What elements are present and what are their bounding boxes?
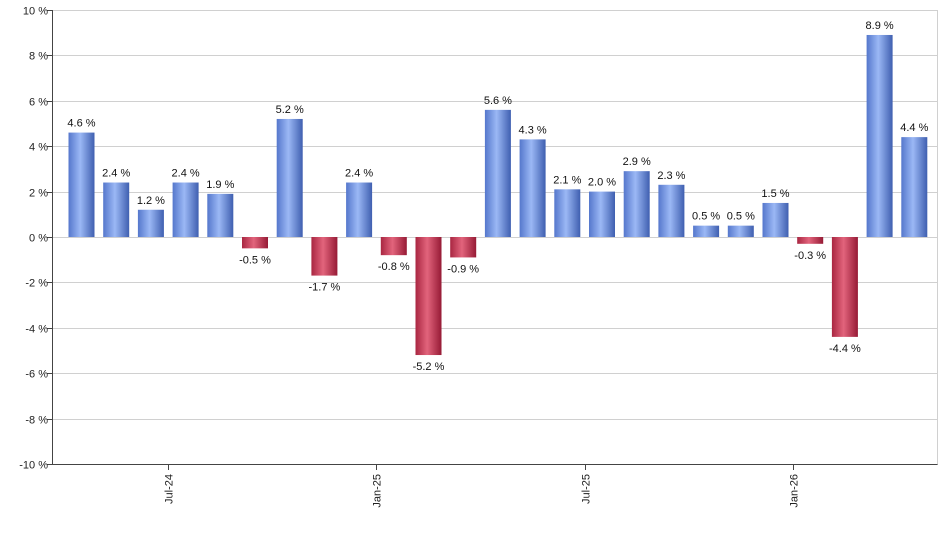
data-label: -4.4 % bbox=[829, 343, 861, 355]
data-label: 8.9 % bbox=[866, 20, 894, 32]
data-label: -0.3 % bbox=[794, 250, 826, 262]
bar bbox=[380, 237, 407, 256]
bar bbox=[519, 139, 546, 237]
data-label: -1.7 % bbox=[309, 282, 341, 294]
bar bbox=[450, 237, 477, 258]
data-label: 2.4 % bbox=[345, 168, 373, 180]
bar bbox=[554, 189, 581, 237]
x-tick-label: Jan-25 bbox=[372, 474, 384, 508]
y-tick-label: -4 % bbox=[25, 324, 48, 336]
bar bbox=[137, 209, 164, 237]
data-label: -0.9 % bbox=[447, 263, 479, 275]
bar bbox=[311, 237, 338, 276]
y-tick-label: -10 % bbox=[19, 460, 48, 472]
y-tick-label: 4 % bbox=[29, 142, 48, 154]
data-label: 4.6 % bbox=[67, 118, 95, 130]
bar bbox=[727, 225, 754, 237]
y-tick-label: 6 % bbox=[29, 97, 48, 109]
bar bbox=[589, 191, 615, 237]
data-label: 1.9 % bbox=[206, 179, 234, 191]
bar bbox=[831, 237, 858, 337]
bar bbox=[242, 237, 268, 249]
y-tick-label: 10 % bbox=[23, 6, 48, 18]
data-label: 1.5 % bbox=[761, 188, 789, 200]
data-label: 2.3 % bbox=[657, 170, 685, 182]
bar bbox=[103, 182, 130, 237]
data-label: 4.3 % bbox=[519, 124, 547, 136]
data-label: 0.5 % bbox=[692, 211, 720, 223]
bar bbox=[658, 184, 685, 237]
y-tick-label: 2 % bbox=[29, 188, 48, 200]
bar bbox=[207, 193, 234, 237]
bar bbox=[276, 118, 303, 237]
bar bbox=[415, 237, 442, 356]
x-axis-tick-labels: Jul-24 Jan-25 Jul-25 Jan-26 bbox=[164, 464, 801, 508]
data-label: -5.2 % bbox=[413, 361, 445, 373]
y-tick-label: 8 % bbox=[29, 51, 48, 63]
y-tick-label: -8 % bbox=[25, 415, 48, 427]
x-tick-label: Jan-26 bbox=[789, 474, 801, 508]
data-labels: 4.6 % 2.4 % 1.2 % 2.4 % 1.9 % -0.5 % 5.2 % -1.7… bbox=[67, 20, 928, 373]
y-tick-label: -6 % bbox=[25, 369, 48, 381]
data-label: 4.4 % bbox=[900, 122, 928, 134]
bars bbox=[68, 34, 928, 356]
bar bbox=[68, 132, 95, 237]
axes bbox=[52, 10, 938, 465]
bar bbox=[172, 182, 199, 237]
data-label: 5.2 % bbox=[276, 104, 304, 116]
bar bbox=[901, 137, 928, 237]
data-label: 2.4 % bbox=[172, 168, 200, 180]
x-tick-label: Jul-25 bbox=[581, 474, 593, 504]
y-tick-label: -2 % bbox=[25, 278, 48, 290]
bar bbox=[346, 182, 373, 237]
data-label: 5.6 % bbox=[484, 95, 512, 107]
bar bbox=[797, 237, 824, 244]
data-label: 1.2 % bbox=[137, 195, 165, 207]
y-tick-label: 0 % bbox=[29, 233, 48, 245]
data-label: 2.4 % bbox=[102, 168, 130, 180]
bar bbox=[693, 225, 720, 237]
bar bbox=[762, 202, 789, 237]
data-label: -0.5 % bbox=[239, 254, 271, 266]
data-label: 2.1 % bbox=[553, 174, 581, 186]
data-label: 2.0 % bbox=[588, 177, 616, 189]
bar bbox=[623, 171, 650, 237]
bar bbox=[866, 34, 893, 237]
data-label: 2.9 % bbox=[623, 156, 651, 168]
y-axis-tick-labels: 10 % 8 % 6 % 4 % 2 % 0 % -2 % -4 % -6 % -8 % -10 % bbox=[19, 6, 52, 472]
bar bbox=[484, 109, 511, 237]
data-label: -0.8 % bbox=[378, 261, 410, 273]
x-tick-label: Jul-24 bbox=[164, 474, 176, 504]
data-label: 0.5 % bbox=[727, 211, 755, 223]
